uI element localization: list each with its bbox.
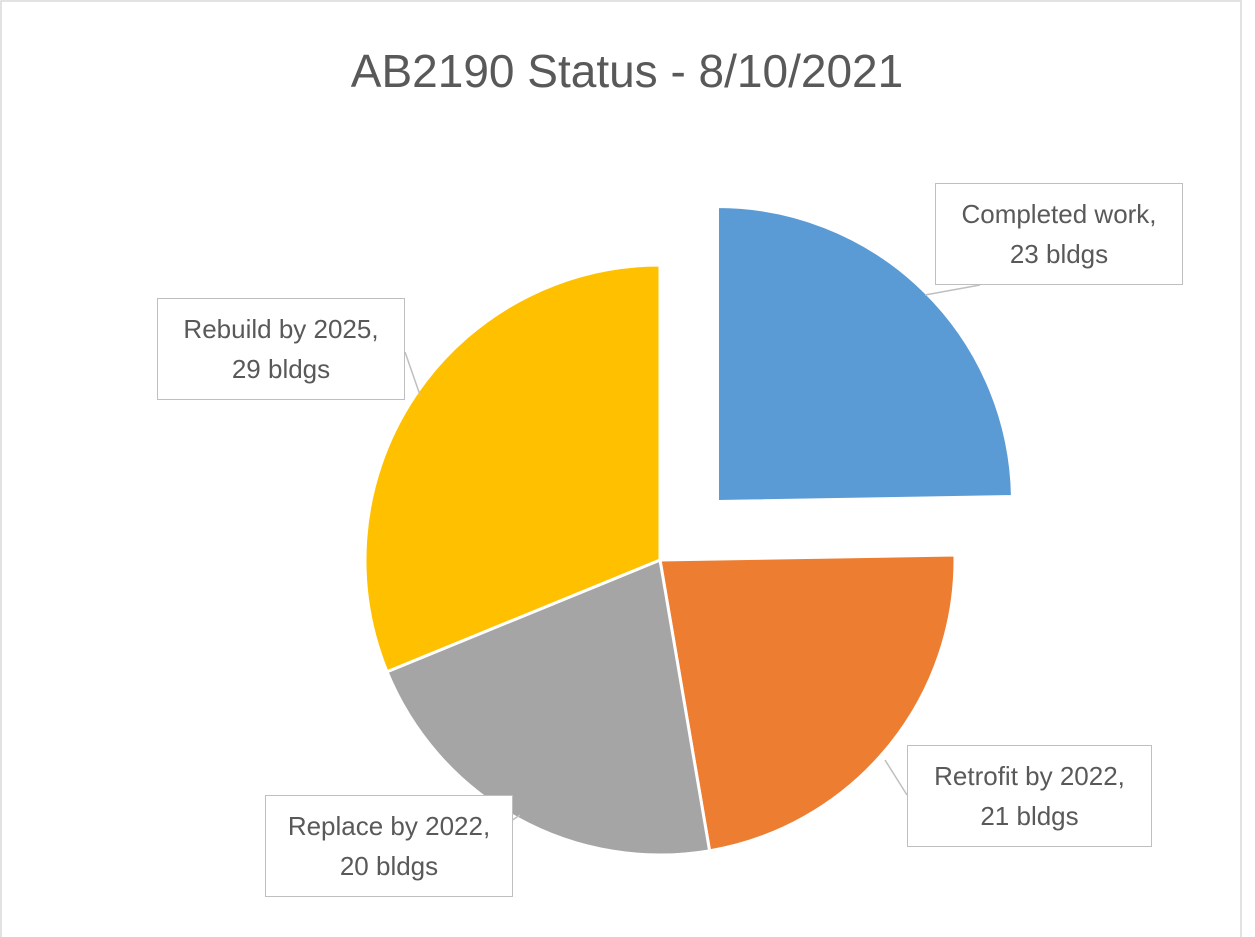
leader-line [924,284,981,296]
data-label: Completed work, 23 bldgs [935,183,1183,285]
data-label: Rebuild by 2025, 29 bldgs [157,298,405,400]
leader-line [404,351,421,396]
leader-line [884,759,908,796]
data-label: Replace by 2022, 20 bldgs [265,795,513,897]
pie-slice [658,553,957,853]
pie-slice [363,263,662,674]
slices [363,205,1014,857]
pie-slice [715,205,1014,504]
data-label: Retrofit by 2022, 21 bldgs [907,745,1152,847]
chart-title: AB2190 Status - 8/10/2021 [351,45,903,97]
